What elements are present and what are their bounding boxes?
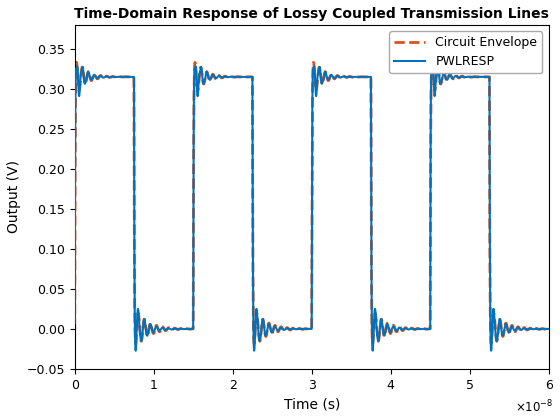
PWLRESP: [380, 329, 386, 334]
PWLRESP: [157, 327, 164, 332]
Circuit Envelope: [73, 60, 80, 65]
Circuit Envelope: [425, 326, 432, 331]
Circuit Envelope: [71, 326, 78, 331]
X-axis label: Time (s): Time (s): [283, 397, 340, 411]
Line: PWLRESP: PWLRESP: [74, 66, 549, 351]
Circuit Envelope: [545, 326, 552, 331]
PWLRESP: [356, 74, 362, 79]
Title: Time-Domain Response of Lossy Coupled Transmission Lines: Time-Domain Response of Lossy Coupled Tr…: [74, 7, 549, 21]
Text: $\times10^{-8}$: $\times10^{-8}$: [515, 398, 553, 415]
PWLRESP: [253, 310, 259, 315]
Circuit Envelope: [380, 328, 386, 333]
Circuit Envelope: [356, 74, 362, 79]
PWLRESP: [425, 326, 432, 331]
Circuit Envelope: [488, 341, 494, 346]
Line: Circuit Envelope: Circuit Envelope: [74, 62, 549, 344]
PWLRESP: [74, 64, 81, 69]
Circuit Envelope: [461, 75, 468, 80]
Circuit Envelope: [253, 317, 259, 322]
PWLRESP: [545, 326, 552, 331]
PWLRESP: [488, 348, 494, 353]
Legend: Circuit Envelope, PWLRESP: Circuit Envelope, PWLRESP: [389, 31, 543, 74]
PWLRESP: [461, 75, 468, 80]
Y-axis label: Output (V): Output (V): [7, 160, 21, 234]
PWLRESP: [71, 321, 78, 326]
Circuit Envelope: [157, 327, 164, 332]
